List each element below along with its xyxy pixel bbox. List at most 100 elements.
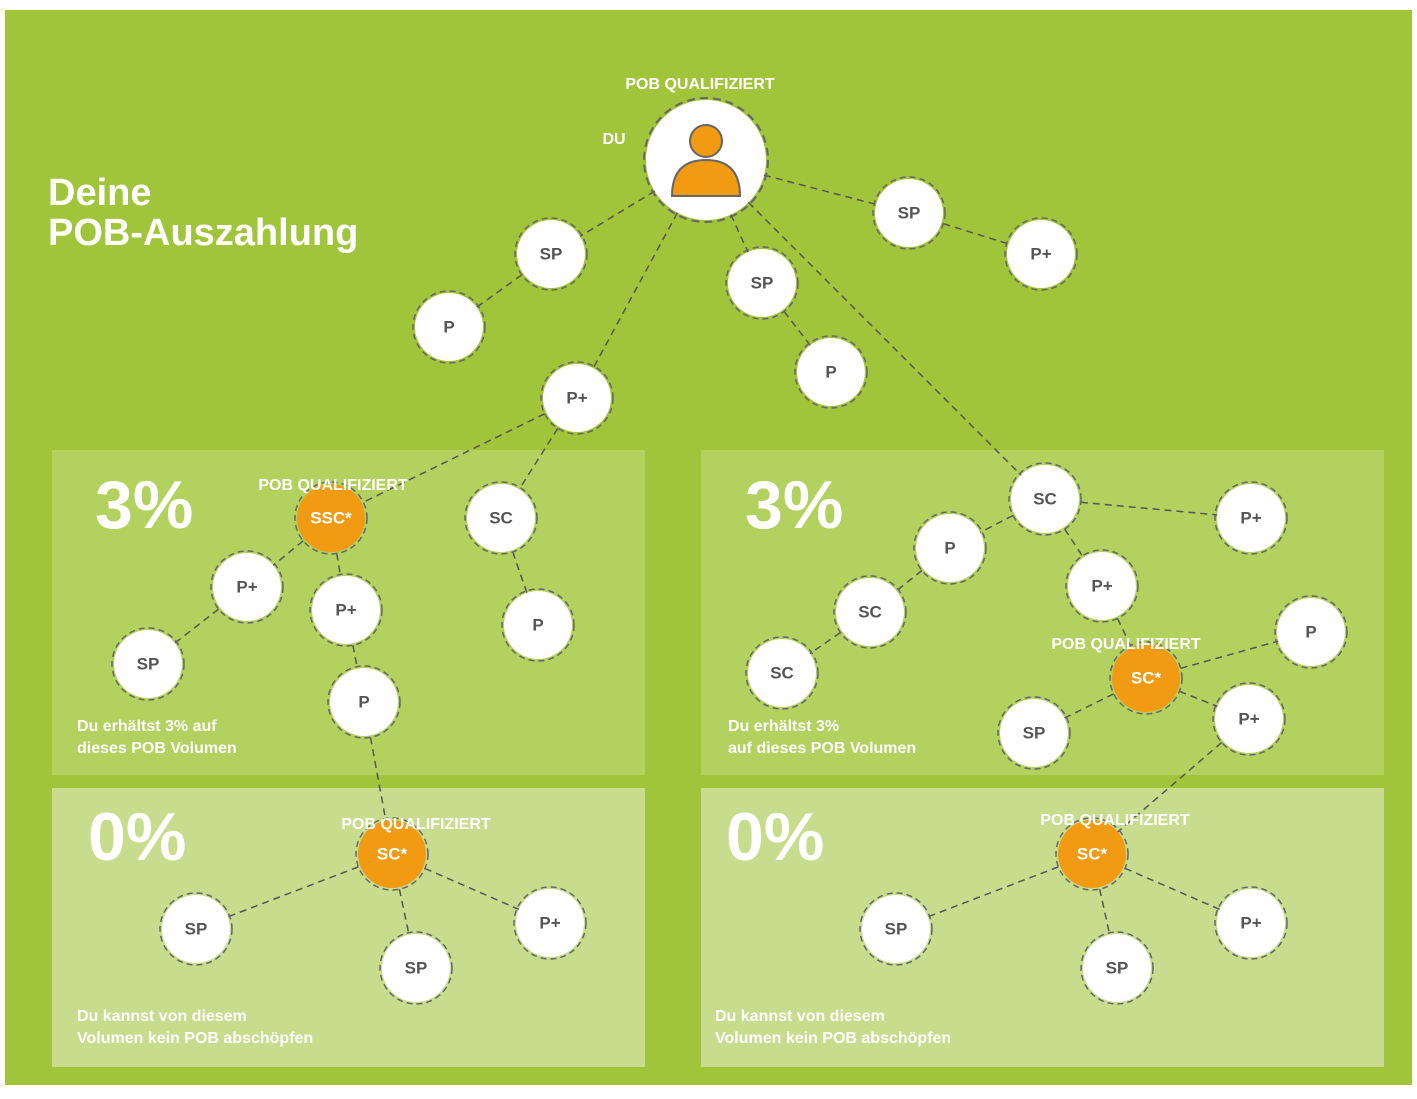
node-label: P bbox=[1305, 622, 1316, 641]
node-label: SC bbox=[489, 508, 513, 527]
node-ring bbox=[412, 290, 486, 364]
node-label: SP bbox=[137, 654, 160, 673]
node bbox=[1007, 220, 1075, 288]
node-label: P bbox=[944, 538, 955, 557]
connector bbox=[705, 159, 1046, 500]
node-ring bbox=[294, 481, 368, 555]
node-label: P bbox=[825, 362, 836, 381]
node bbox=[382, 934, 450, 1002]
node-ring bbox=[514, 217, 588, 291]
node-ring bbox=[1109, 641, 1183, 715]
node-ring bbox=[833, 575, 907, 649]
node bbox=[330, 668, 398, 736]
node-label: P+ bbox=[1030, 244, 1051, 263]
node-label: SP bbox=[1023, 723, 1046, 742]
node-ring bbox=[913, 511, 987, 585]
node bbox=[516, 889, 584, 957]
node-label: SP bbox=[540, 244, 563, 263]
connector bbox=[448, 253, 552, 328]
title: Deine bbox=[48, 172, 151, 214]
node bbox=[543, 364, 611, 432]
node-label: P bbox=[443, 317, 454, 336]
node-label: P+ bbox=[335, 600, 356, 619]
node-ring bbox=[464, 481, 538, 555]
connector bbox=[895, 853, 1093, 930]
node-label: P bbox=[358, 692, 369, 711]
node-ring bbox=[1065, 549, 1139, 623]
node-label: P+ bbox=[1240, 508, 1261, 527]
node bbox=[517, 220, 585, 288]
note: auf dieses POB Volumen bbox=[728, 740, 916, 757]
node-label: P+ bbox=[1238, 709, 1259, 728]
connector bbox=[195, 853, 393, 930]
node-ring bbox=[1212, 682, 1286, 756]
person-icon bbox=[689, 124, 723, 158]
node-ring bbox=[794, 335, 868, 409]
node-ring bbox=[327, 665, 401, 739]
node bbox=[1277, 598, 1345, 666]
qualified-label: POB QUALIFIZIERT bbox=[625, 76, 775, 93]
node-label: SC* bbox=[1131, 668, 1162, 687]
node-label: SP bbox=[898, 203, 921, 222]
node bbox=[748, 639, 816, 707]
connector bbox=[330, 397, 578, 519]
node-ring bbox=[745, 636, 819, 710]
node bbox=[1215, 685, 1283, 753]
node bbox=[358, 820, 426, 888]
node bbox=[875, 179, 943, 247]
node-label: SP bbox=[185, 919, 208, 938]
percent: 0% bbox=[88, 799, 186, 875]
node-label: P bbox=[532, 615, 543, 634]
node bbox=[728, 249, 796, 317]
node bbox=[862, 895, 930, 963]
percent: 0% bbox=[726, 799, 824, 875]
node bbox=[504, 591, 572, 659]
node-ring bbox=[1214, 481, 1288, 555]
note: Du erhältst 3% bbox=[728, 718, 839, 735]
node-ring bbox=[1008, 462, 1082, 536]
node-ring bbox=[309, 573, 383, 647]
you-label: DU bbox=[602, 131, 625, 148]
note: Du erhältst 3% auf bbox=[77, 718, 217, 735]
node-ring bbox=[159, 892, 233, 966]
node-ring bbox=[643, 97, 769, 223]
node-ring bbox=[501, 588, 575, 662]
node-label: SSC* bbox=[310, 508, 352, 527]
node-ring bbox=[540, 361, 614, 435]
node-ring bbox=[725, 246, 799, 320]
title: POB-Auszahlung bbox=[48, 212, 358, 254]
node-label: SC bbox=[858, 602, 882, 621]
node-ring bbox=[872, 176, 946, 250]
node bbox=[1000, 699, 1068, 767]
node-ring bbox=[513, 886, 587, 960]
connector bbox=[705, 159, 910, 214]
node bbox=[114, 630, 182, 698]
node bbox=[1011, 465, 1079, 533]
node-ring bbox=[1004, 217, 1078, 291]
node-label: SC bbox=[770, 663, 794, 682]
node bbox=[1217, 484, 1285, 552]
node bbox=[312, 576, 380, 644]
node-ring bbox=[997, 696, 1071, 770]
node-label: P+ bbox=[539, 913, 560, 932]
node bbox=[213, 553, 281, 621]
node-label: P+ bbox=[566, 388, 587, 407]
node-label: SC* bbox=[1077, 844, 1108, 863]
qualified-label: POB QUALIFIZIERT bbox=[341, 816, 491, 833]
note: Volumen kein POB abschöpfen bbox=[77, 1030, 313, 1047]
node-label: SC* bbox=[377, 844, 408, 863]
node bbox=[1083, 934, 1151, 1002]
node-ring bbox=[379, 931, 453, 1005]
node-ring bbox=[1055, 817, 1129, 891]
node bbox=[1112, 644, 1180, 712]
node bbox=[797, 338, 865, 406]
node-ring bbox=[1080, 931, 1154, 1005]
node-label: SP bbox=[885, 919, 908, 938]
node bbox=[1217, 889, 1285, 957]
node-label: SC bbox=[1033, 489, 1057, 508]
node-ring bbox=[111, 627, 185, 701]
node bbox=[162, 895, 230, 963]
node bbox=[297, 484, 365, 552]
percent: 3% bbox=[745, 467, 843, 543]
connector bbox=[1091, 718, 1250, 855]
